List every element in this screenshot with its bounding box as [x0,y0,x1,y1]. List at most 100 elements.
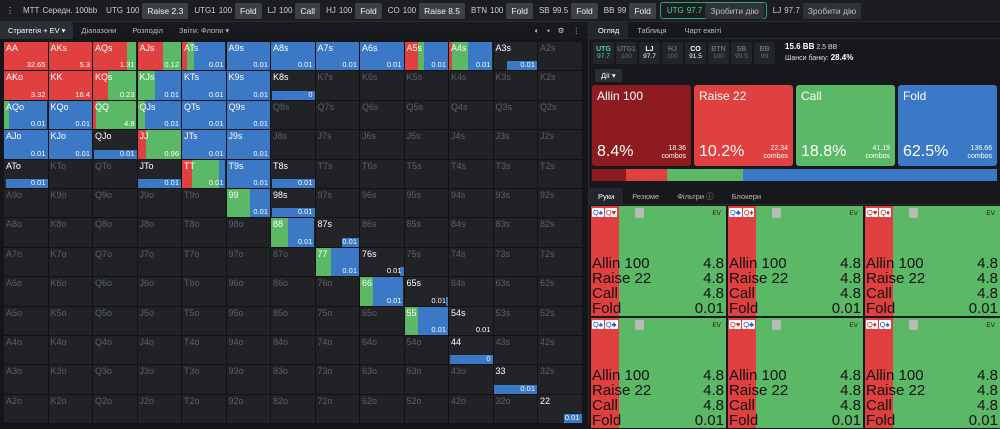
hand-cell[interactable]: Q8s [271,100,316,131]
position-chip[interactable]: CO 91.5 [685,42,706,64]
hand-cell[interactable]: QTs 0.01 [182,100,227,131]
tab-left-2[interactable]: Розподіл [132,26,164,35]
hand-cell[interactable]: 53s [493,306,538,336]
position-action-button[interactable]: Raise 2.3 [142,2,189,19]
hand-cell[interactable]: K5s [404,71,449,101]
position-action-button[interactable]: Fold [571,2,598,19]
hand-cell[interactable]: T9o [182,188,227,219]
hand-cell[interactable]: 83o [271,365,316,395]
hand-cell[interactable]: 74o [315,335,360,366]
hand-cell[interactable]: 66 0.01 [360,277,405,307]
hand-cell[interactable]: 42s [538,335,583,366]
hand-cell[interactable]: 52s [538,306,583,336]
position-chip[interactable]: UTG1 100 [616,42,637,64]
hand-cell[interactable]: 54s 0.01 [449,306,494,336]
hand-cell[interactable]: K4s [449,71,494,101]
hand-cell[interactable]: A3o [4,365,49,395]
hand-cell[interactable]: JTs 0.01 [182,130,227,160]
position-action-button[interactable]: Fold [355,2,382,19]
hand-cell[interactable]: Q3o [93,365,138,395]
hand-cell[interactable]: KTo [48,159,93,189]
hand-cell[interactable]: 52o [404,394,449,425]
hand-cell[interactable]: K9o [48,188,93,219]
hand-cell[interactable]: Q8o [93,218,138,248]
hand-cell[interactable]: A7o [4,247,49,278]
hand-cell[interactable]: AKs 5.3 [48,42,93,72]
hand-cell[interactable]: T3s [493,159,538,189]
hand-cell[interactable]: 62s [538,277,583,307]
hand-cell[interactable]: Q5s [404,100,449,131]
tab-hands-3[interactable]: Блокери [731,191,762,201]
active-position[interactable]: UTG 97.7 Зробити дію [659,2,767,19]
hand-cell[interactable]: Q9o [93,188,138,219]
hand-cell[interactable]: 83s [493,218,538,248]
hand-cell[interactable]: AQo 0.01 [4,100,49,131]
hand-cell[interactable]: T2o [182,394,227,425]
hand-cell[interactable]: T6o [182,277,227,307]
hand-cell[interactable]: 82s [538,218,583,248]
hand-cell[interactable]: 32s [538,365,583,395]
hand-cell[interactable]: J3o [137,365,182,395]
hand-cell[interactable]: 96s [360,188,405,219]
hand-cell[interactable]: J2o [137,394,182,425]
hand-cell[interactable]: K9s 0.01 [226,71,271,101]
hand-cell[interactable]: Q6s [360,100,405,131]
position-action-button[interactable]: Fold [506,2,533,19]
hand-cell[interactable]: A4s 0.01 [449,42,494,72]
hand-cell[interactable]: KQo 0.01 [48,100,93,131]
hand-cell[interactable]: QJo 0.01 [93,130,138,160]
hand-cell[interactable]: A6o [4,277,49,307]
hand-cell[interactable]: 72s [538,247,583,278]
hand-cell[interactable]: A9s 0.01 [226,42,271,72]
hand-cell[interactable]: 55 0.01 [404,306,449,336]
hand-cell[interactable]: 84s [449,218,494,248]
hand-cell[interactable]: 99 0.01 [226,188,271,219]
position-chip[interactable]: UTG 97.7 [593,42,614,64]
hand-cell[interactable]: 43s [493,335,538,366]
hand-cell[interactable]: 63s [493,277,538,307]
hand-cell[interactable]: 93s [493,188,538,219]
position-action-button[interactable]: Raise 8.5 [419,2,466,19]
hand-cell[interactable]: T3o [182,365,227,395]
tab-right-0[interactable]: Огляд [589,22,629,38]
hand-cell[interactable]: J9s 0.01 [226,130,271,160]
hand-cell[interactable]: 42o [449,394,494,425]
hand-cell[interactable]: J8o [137,218,182,248]
menu-icon[interactable]: ⋮ [6,6,14,15]
position-action-button[interactable]: Fold [235,2,262,19]
hand-cell[interactable]: Q2s [538,100,583,131]
tab-left-3[interactable]: Звіти: Флопи ▾ [179,26,230,35]
hand-cell[interactable]: A5o [4,306,49,336]
hand-cell[interactable]: ATs 0.01 [182,42,227,72]
combo-card[interactable]: Q♥ Q♦ EV Allin 100 4.8 Raise 22 4.8 Call 4.8 Fold… [865,206,1000,316]
hand-cell[interactable]: Q5o [93,306,138,336]
hand-cell[interactable]: QTo [93,159,138,189]
action-card[interactable]: Raise 22 10.2% 22.34 combos [694,85,793,166]
hand-cell[interactable]: Q7o [93,247,138,278]
hand-cell[interactable]: AJo 0.01 [4,130,49,160]
hand-cell[interactable]: J7o [137,247,182,278]
hand-cell[interactable]: T5s [404,159,449,189]
position-chip[interactable]: LJ 97.7 [639,42,660,64]
hand-cell[interactable]: 44 0 [449,335,494,366]
hand-cell[interactable]: J6s [360,130,405,160]
hand-cell[interactable]: T9s 0.01 [226,159,271,189]
tab-right-1[interactable]: Таблиця [637,25,667,35]
action-card[interactable]: Allin 100 8.4% 18.36 combos [592,85,691,166]
hand-cell[interactable]: 73o [315,365,360,395]
hand-cell[interactable]: 75o [315,306,360,336]
hand-cell[interactable]: Q4o [93,335,138,366]
hand-cell[interactable]: A8s 0.01 [271,42,316,72]
hand-cell[interactable]: 75s [404,247,449,278]
hand-cell[interactable]: A7s 0.01 [315,42,360,72]
hand-cell[interactable]: 65s 0.01 [404,277,449,307]
hand-cell[interactable]: 76o [315,277,360,307]
hand-cell[interactable]: QJs 0.01 [137,100,182,131]
square-icon[interactable]: ▪ [547,26,550,35]
hand-cell[interactable]: JTo 0.01 [137,159,182,189]
position-chip[interactable]: BB 99 [754,42,775,64]
hand-cell[interactable]: AA 32.65 [4,42,49,72]
hand-cell[interactable]: KTs 0.01 [182,71,227,101]
tab-hands-2[interactable]: Фільтри ⓘ [677,191,714,201]
tab-left-1[interactable]: Діапазони [81,26,117,35]
